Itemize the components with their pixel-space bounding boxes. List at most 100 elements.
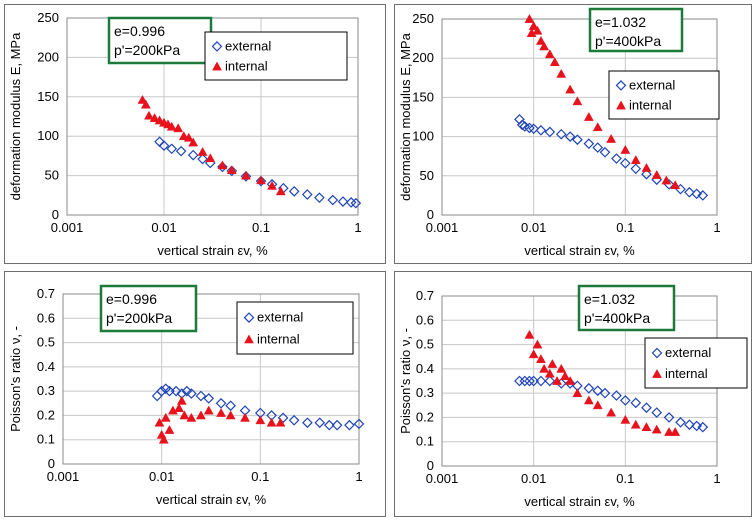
- data-point-external: [217, 161, 228, 173]
- data-point-internal: [158, 434, 169, 444]
- data-point-internal: [174, 403, 184, 412]
- data-point-external: [611, 153, 622, 164]
- x-axis-title: vertical strain εv, %: [524, 494, 635, 509]
- data-point-external: [314, 192, 325, 204]
- x-axis-title: vertical strain εv, %: [156, 492, 267, 507]
- data-point-internal: [179, 410, 190, 420]
- y-tick-label: 0: [427, 207, 434, 222]
- data-point-internal: [149, 113, 160, 122]
- data-point-external: [684, 419, 695, 431]
- data-point-external: [301, 189, 313, 200]
- x-tick-label: 0.01: [521, 220, 546, 235]
- legend-box: [608, 70, 720, 120]
- data-point-internal: [183, 132, 194, 142]
- y-tick-label: 250: [412, 11, 434, 26]
- data-point-internal: [160, 412, 171, 422]
- data-point-internal: [528, 349, 539, 359]
- data-point-internal: [524, 329, 535, 339]
- data-point-internal: [536, 35, 546, 45]
- data-point-external: [187, 149, 199, 161]
- x-tick-label: 0.001: [47, 469, 80, 484]
- y-axis-title: Poisson's ratio ν, -: [398, 328, 413, 434]
- data-point-external: [592, 385, 604, 397]
- data-point-external: [314, 417, 326, 429]
- data-point-internal: [188, 137, 199, 147]
- data-point-internal: [592, 122, 603, 132]
- data-point-external: [288, 186, 300, 197]
- data-point-external: [599, 387, 611, 399]
- y-tick-label: 50: [420, 168, 434, 183]
- chart-panel-top-left: 0 50 100 150 200 250 0.001 0.01 0.1 1 vertical str…: [4, 4, 386, 264]
- data-point-internal: [532, 25, 543, 35]
- annotation-box: [99, 284, 198, 333]
- y-tick-label: 0.5: [37, 335, 55, 350]
- y-tick-label: 0.2: [416, 409, 434, 424]
- data-point-internal: [592, 400, 603, 410]
- legend-marker-external: [211, 41, 223, 52]
- x-tick-label: 0.001: [426, 220, 459, 235]
- annotation-line: e=1.032: [584, 291, 635, 307]
- x-tick-label: 0.1: [616, 220, 634, 235]
- data-point-internal: [216, 407, 226, 417]
- data-point-external: [535, 375, 547, 387]
- chart-svg: 0 0.1 0.2 0.3 0.4 0.5 0.6 0.7 0.001 0.01 0.1 1 verti…: [398, 284, 748, 509]
- data-point-external: [323, 419, 335, 431]
- data-point-external: [195, 390, 207, 402]
- data-point-external: [663, 412, 675, 423]
- data-point-internal: [154, 417, 165, 427]
- chart-svg: 0 50 100 150 200 250 0.001 0.01 0.1 1 vertical str…: [398, 7, 721, 258]
- x-tick-label: 1: [354, 220, 361, 235]
- data-point-external: [555, 128, 567, 140]
- data-point-internal: [524, 13, 535, 23]
- annotation-line: e=0.996: [106, 291, 157, 307]
- legend-marker-internal: [212, 61, 222, 71]
- x-tick-label: 1: [355, 469, 362, 484]
- data-point-internal: [556, 363, 567, 373]
- data-point-internal: [552, 375, 562, 385]
- data-point-internal: [606, 133, 617, 143]
- plot-area: [66, 17, 359, 216]
- legend-label-external: external: [665, 345, 711, 360]
- data-point-external: [186, 388, 197, 399]
- data-point-external: [203, 393, 215, 404]
- data-point-external: [619, 395, 631, 406]
- data-point-internal: [205, 153, 216, 163]
- legend-marker-external: [243, 312, 255, 323]
- data-point-external: [544, 126, 556, 138]
- data-point-internal: [651, 170, 662, 179]
- data-point-external: [327, 194, 339, 206]
- data-point-internal: [137, 94, 148, 104]
- data-point-internal: [641, 422, 652, 431]
- data-point-internal: [197, 146, 208, 156]
- data-point-internal: [164, 424, 175, 434]
- y-tick-label: 0.5: [416, 337, 434, 352]
- y-tick-label: 0.4: [37, 359, 55, 374]
- data-point-external: [697, 421, 709, 433]
- data-point-internal: [166, 121, 177, 131]
- data-point-internal: [620, 414, 631, 424]
- data-point-internal: [620, 144, 631, 154]
- data-point-external: [166, 143, 178, 155]
- y-tick-label: 0.1: [416, 434, 434, 449]
- data-point-external: [215, 397, 227, 409]
- legend-label-external: external: [225, 38, 271, 53]
- data-point-external: [156, 385, 168, 397]
- y-tick-label: 50: [45, 168, 59, 183]
- data-point-external: [675, 416, 686, 428]
- legend-label-internal: internal: [629, 98, 672, 113]
- data-point-external: [641, 168, 652, 180]
- legend-marker-external: [651, 347, 663, 359]
- data-point-external: [255, 175, 267, 187]
- y-tick-label: 0.6: [37, 310, 55, 325]
- legend-label-external: external: [629, 77, 675, 92]
- y-tick-label: 150: [37, 89, 59, 104]
- data-point-external: [337, 196, 349, 207]
- chart-panel-top-right: 0 50 100 150 200 250 0.001 0.01 0.1 1 vertical str…: [394, 4, 752, 264]
- data-point-external: [151, 390, 163, 402]
- data-point-internal: [173, 123, 184, 133]
- data-point-internal: [572, 388, 583, 397]
- data-point-internal: [565, 84, 576, 94]
- data-point-internal: [240, 412, 250, 422]
- legend-label-internal: internal: [225, 59, 268, 74]
- data-point-external: [350, 197, 362, 209]
